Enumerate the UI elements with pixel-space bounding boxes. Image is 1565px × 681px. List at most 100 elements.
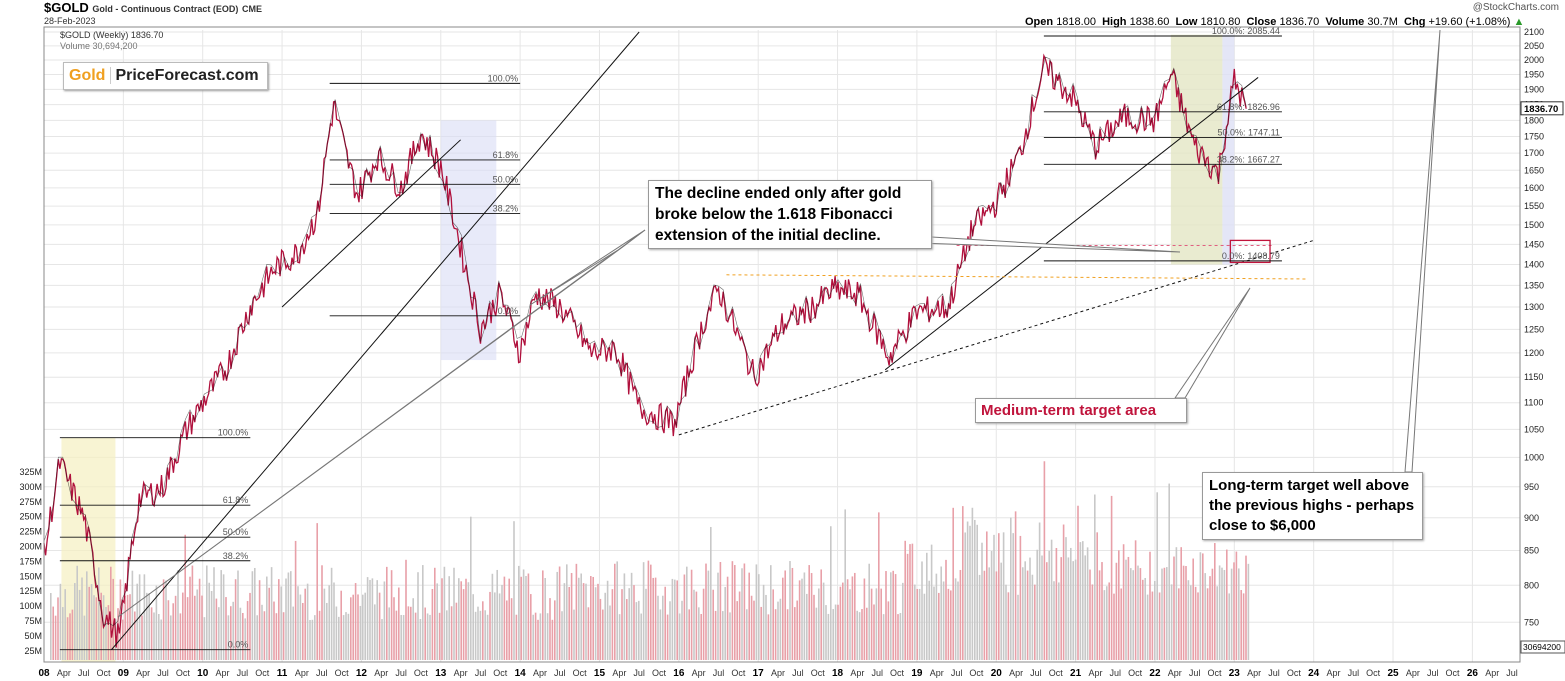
month-label: Jul bbox=[237, 668, 249, 678]
annotation-medium-target: Medium-term target area bbox=[975, 398, 1187, 423]
month-label: Apr bbox=[216, 668, 230, 678]
month-label: Oct bbox=[969, 668, 984, 678]
volume-bar bbox=[890, 572, 892, 660]
volume-bar bbox=[1139, 568, 1142, 660]
volume-bar bbox=[424, 607, 426, 660]
volume-bar bbox=[544, 578, 546, 660]
volume-bar bbox=[818, 588, 820, 660]
volume-bar bbox=[988, 567, 990, 660]
volume-bar bbox=[352, 594, 354, 660]
volume-bar bbox=[506, 600, 508, 660]
volume-bar bbox=[215, 598, 218, 660]
volume-bar bbox=[71, 609, 74, 660]
volume-bar bbox=[839, 586, 842, 660]
volume-bar bbox=[95, 597, 98, 660]
pointer-2 bbox=[529, 229, 646, 306]
volume-bar bbox=[530, 594, 532, 660]
volume-bar bbox=[1247, 563, 1250, 660]
volume-bar bbox=[338, 616, 340, 660]
volume-bar bbox=[1182, 565, 1185, 660]
volume-bar bbox=[719, 562, 722, 660]
volume-bar bbox=[664, 586, 666, 660]
volume-bar bbox=[148, 593, 150, 660]
volume-tick-label: 125M bbox=[19, 586, 42, 596]
volume-bar bbox=[1106, 586, 1108, 660]
volume-bar bbox=[1211, 568, 1214, 660]
volume-bar bbox=[546, 613, 549, 660]
volume-bar bbox=[198, 578, 201, 660]
volume-bar bbox=[275, 613, 278, 660]
volume-bar bbox=[753, 600, 755, 660]
shade-2022b bbox=[1222, 34, 1235, 265]
volume-tick-label: 50M bbox=[24, 631, 42, 641]
price-series bbox=[43, 53, 1247, 648]
volume-bar bbox=[623, 573, 626, 660]
month-label: Apr bbox=[454, 668, 468, 678]
month-label: Jul bbox=[1189, 668, 1201, 678]
volume-bar bbox=[165, 580, 167, 660]
volume-bar bbox=[278, 579, 280, 660]
volume-bar bbox=[863, 578, 866, 660]
volume-bar bbox=[554, 600, 556, 660]
volume-bar bbox=[304, 588, 306, 660]
plot-frame bbox=[43, 26, 1521, 663]
volume-bar bbox=[736, 601, 738, 660]
volume-bar bbox=[830, 526, 832, 660]
volume-bar bbox=[842, 582, 844, 660]
volume-bar bbox=[184, 534, 186, 660]
volume-bar bbox=[450, 606, 453, 660]
month-label: Apr bbox=[136, 668, 150, 678]
volume-bar bbox=[700, 613, 702, 660]
volume-bar bbox=[952, 507, 954, 660]
volume-bar bbox=[1089, 569, 1091, 660]
volume-bar bbox=[1041, 555, 1043, 660]
volume-bar bbox=[1192, 558, 1194, 660]
month-label: Oct bbox=[255, 668, 270, 678]
volume-bar bbox=[695, 591, 698, 660]
volume-bar bbox=[954, 578, 957, 660]
volume-bar bbox=[568, 586, 570, 660]
fibonacci-levels: 100.0% 61.8% 50.0% 38.2% 0.0% 100.0% 61.8% 50.0… bbox=[59, 26, 1282, 651]
volume-bar bbox=[386, 566, 388, 660]
annotation-long-target: Long-term target well above the previous… bbox=[1202, 472, 1423, 540]
volume-bar bbox=[885, 571, 887, 660]
volume-bar bbox=[906, 553, 909, 660]
volume-bar bbox=[882, 614, 885, 660]
volume-bar bbox=[861, 609, 863, 660]
volume-bar bbox=[976, 524, 978, 660]
volume-bar bbox=[904, 540, 906, 660]
month-label: Oct bbox=[97, 668, 112, 678]
volume-bar bbox=[1086, 547, 1089, 660]
volume-bar bbox=[441, 578, 443, 660]
volume-bar bbox=[484, 610, 486, 660]
annotation-decline: The decline ended only after gold broke … bbox=[648, 180, 932, 249]
volume-bar bbox=[390, 570, 393, 660]
volume-bar bbox=[1118, 550, 1120, 660]
low-value: 1810.80 bbox=[1200, 16, 1241, 28]
volume-bar bbox=[520, 576, 522, 660]
volume-tick-label: 25M bbox=[24, 646, 42, 656]
fib-label: 50.0% bbox=[223, 527, 249, 537]
volume-bar bbox=[566, 564, 568, 660]
volume-bar bbox=[597, 583, 599, 660]
volume-bar bbox=[887, 601, 890, 660]
volume-bar bbox=[126, 594, 129, 660]
volume-tick-label: 300M bbox=[19, 482, 42, 492]
volume-bar bbox=[1130, 568, 1132, 660]
volume-bar bbox=[1142, 579, 1144, 660]
volume-bar bbox=[1163, 567, 1166, 660]
volume-bar bbox=[410, 606, 412, 660]
volume-bar bbox=[734, 565, 736, 660]
volume-bar bbox=[342, 615, 345, 660]
volume-bar bbox=[431, 588, 434, 660]
month-label: Jul bbox=[316, 668, 328, 678]
volume-bar bbox=[83, 615, 86, 660]
volume-bar bbox=[1000, 562, 1002, 660]
volume-bar bbox=[182, 592, 184, 660]
volume-bar bbox=[491, 573, 494, 660]
volume-bar bbox=[1125, 559, 1127, 660]
volume-bar bbox=[654, 577, 657, 660]
year-label: 17 bbox=[753, 668, 765, 679]
volume-bar bbox=[626, 599, 628, 660]
